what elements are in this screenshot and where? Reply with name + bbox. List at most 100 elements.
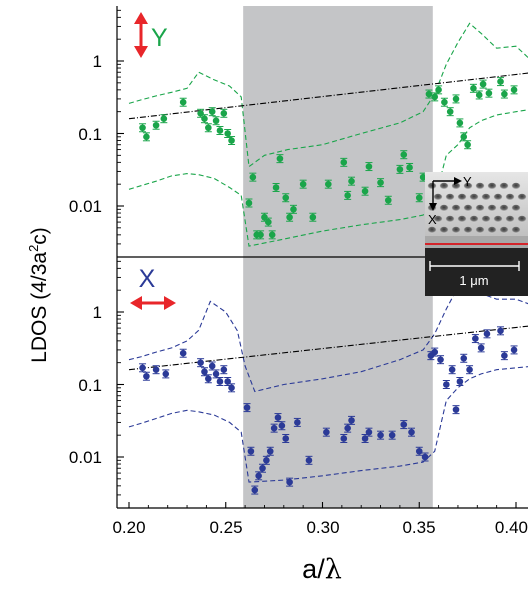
sem-hole	[505, 215, 515, 223]
sem-hole	[439, 182, 449, 190]
sem-hole	[433, 215, 443, 223]
data-point-top	[384, 195, 392, 205]
envelope-lower-line-top	[128, 109, 528, 247]
data-point-top	[415, 193, 423, 203]
y-polarization-label: Y	[151, 24, 168, 52]
data-point-bottom	[278, 421, 286, 431]
data-point-top	[152, 120, 160, 130]
x-polarization-arrow-icon	[130, 296, 176, 310]
data-point-bottom	[408, 427, 416, 437]
data-point-bottom	[286, 477, 294, 487]
data-point-bottom	[442, 380, 450, 389]
data-point-top	[160, 114, 168, 124]
data-point-bottom	[477, 343, 485, 353]
data-point-top	[220, 108, 228, 118]
sem-hole	[511, 182, 521, 190]
data-point-bottom	[216, 377, 224, 386]
data-point-top	[204, 123, 212, 133]
data-point-top	[406, 162, 414, 172]
x-axis-title-a: a/	[302, 554, 325, 584]
data-point-top	[179, 97, 187, 107]
data-point-bottom	[483, 329, 491, 339]
y-axis-title-tail: c)	[28, 227, 51, 245]
data-point-bottom	[448, 365, 456, 375]
data-point-top	[400, 150, 408, 160]
y-tick-label-bottom-0-1: 0.1	[78, 376, 102, 395]
data-point-top	[340, 157, 348, 167]
sem-hole	[499, 204, 509, 212]
data-point-top	[475, 90, 483, 100]
data-point-top	[431, 92, 439, 102]
data-point-bottom	[344, 423, 352, 433]
data-point-bottom	[243, 403, 251, 413]
data-point-top	[289, 204, 297, 214]
data-point-bottom	[377, 430, 385, 440]
data-point-bottom	[142, 371, 150, 381]
sem-hole	[469, 193, 479, 201]
sem-hole	[475, 182, 485, 190]
sem-hole	[451, 226, 461, 234]
data-point-bottom	[228, 383, 236, 393]
sem-hole	[463, 226, 473, 234]
data-point-bottom	[247, 446, 255, 456]
data-point-bottom	[361, 434, 369, 443]
x-tick-label-0-35: 0.35	[402, 518, 435, 537]
data-point-top	[208, 107, 216, 117]
sem-hole-lattice	[427, 182, 527, 234]
sem-hole	[487, 204, 497, 212]
data-point-bottom	[212, 369, 220, 379]
sem-hole	[475, 226, 485, 234]
data-point-top	[212, 116, 220, 126]
data-point-bottom	[466, 365, 474, 375]
data-point-bottom	[162, 369, 170, 379]
plot-area-bottom	[128, 257, 528, 508]
data-point-top	[324, 179, 332, 189]
data-point-top	[272, 183, 280, 192]
data-point-bottom	[460, 353, 468, 363]
y-axis-title-sup: 2	[26, 245, 41, 252]
x-axis-title-lambda: λ	[325, 554, 342, 585]
sem-hole	[499, 226, 509, 234]
x-tick-label-0-20: 0.20	[112, 518, 145, 537]
data-point-bottom	[251, 485, 259, 495]
data-point-bottom	[293, 417, 301, 427]
data-point-top	[264, 217, 272, 227]
data-point-bottom	[262, 455, 270, 465]
sem-hole	[481, 193, 491, 201]
plot-area-top	[128, 6, 528, 257]
sem-hole	[511, 204, 521, 212]
data-point-bottom	[340, 434, 348, 443]
y-tick-label-top-0-1: 0.1	[78, 125, 102, 144]
data-point-bottom	[365, 427, 373, 437]
data-point-top	[377, 178, 385, 188]
data-point-top	[440, 97, 448, 107]
data-point-bottom	[200, 367, 208, 377]
photonic-bandgap-band-top	[243, 6, 433, 257]
sem-hole	[439, 204, 449, 212]
data-point-top	[309, 212, 317, 222]
sem-hole	[469, 215, 479, 223]
panel-top-y-polarization	[128, 6, 528, 257]
sem-hole	[481, 215, 491, 223]
data-point-top	[456, 118, 464, 128]
data-point-top	[245, 198, 253, 208]
sem-hole	[451, 204, 461, 212]
sem-hole	[439, 226, 449, 234]
envelope-lower-line-bottom	[128, 366, 528, 483]
data-point-top	[361, 186, 369, 196]
data-point-top	[485, 88, 493, 98]
data-point-top	[344, 190, 352, 200]
data-point-top	[268, 230, 276, 240]
data-point-bottom	[415, 446, 423, 456]
data-point-bottom	[510, 345, 518, 355]
y-axis-title: LDOS (4/3a2c)	[26, 227, 51, 363]
sem-hole	[511, 226, 521, 234]
data-point-top	[497, 77, 505, 87]
sem-hole	[487, 182, 497, 190]
data-point-bottom	[204, 374, 212, 384]
data-point-top	[435, 85, 443, 95]
data-point-bottom	[452, 405, 460, 415]
data-point-top	[299, 179, 307, 189]
data-point-top	[139, 123, 147, 133]
